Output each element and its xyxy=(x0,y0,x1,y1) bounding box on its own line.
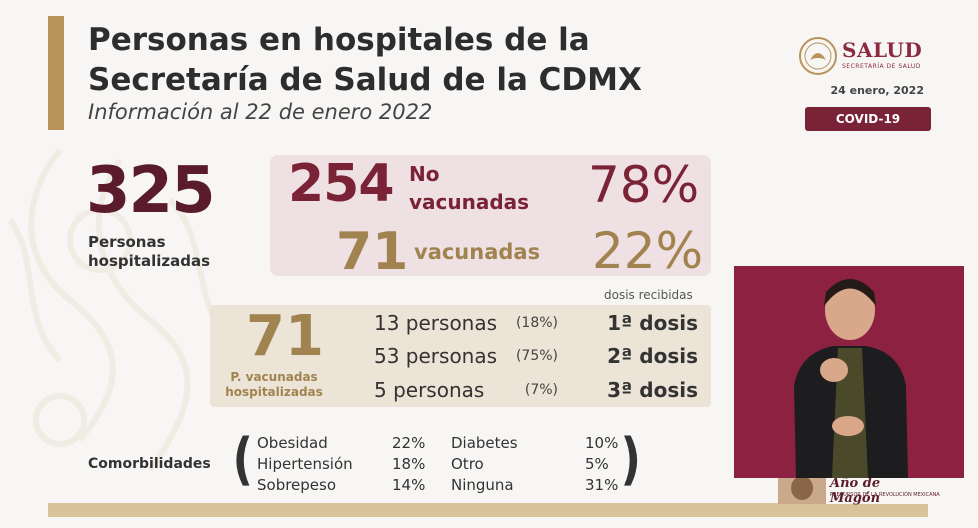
unvaccinated-label-line1: No xyxy=(409,162,440,186)
vaccinated-hospitalized-label: P. vacunadas hospitalizadas xyxy=(214,370,334,400)
vaccinated-hospitalized-label-line1: P. vacunadas xyxy=(230,370,318,384)
comorbidity-name: Otro xyxy=(451,455,484,473)
covid-badge: COVID-19 xyxy=(805,107,931,131)
title-line-1: Personas en hospitales de la xyxy=(88,22,590,58)
comorbidity-name: Diabetes xyxy=(451,434,518,452)
hospitalized-label: Personas hospitalizadas xyxy=(88,233,211,270)
comorbidity-percent: 10% xyxy=(585,434,619,452)
page-title: Personas en hospitales de la Secretaría … xyxy=(88,20,708,100)
magon-text: Año de Magón xyxy=(830,476,881,506)
comorbidity-name: Sobrepeso xyxy=(257,476,337,494)
dose-percent: (18%) xyxy=(515,315,558,331)
report-date: 24 enero, 2022 xyxy=(830,84,925,97)
comorbidity-percent: 22% xyxy=(392,434,426,452)
title-accent-bar xyxy=(48,16,64,130)
salud-logo: SALUD SECRETARÍA DE SALUD xyxy=(798,36,930,76)
dose-label: 2ª dosis xyxy=(607,344,698,368)
doses-panel xyxy=(210,305,711,407)
bottom-band xyxy=(48,503,928,517)
title-line-2: Secretaría de Salud de la CDMX xyxy=(88,62,642,98)
eagle-emblem-icon xyxy=(799,37,837,75)
interpreter-figure-icon xyxy=(794,279,908,478)
dose-persons: 13 personas xyxy=(374,311,498,335)
dose-row-3: 5 personas (7%) 3ª dosis xyxy=(374,374,704,406)
dose-label: 3ª dosis xyxy=(607,378,698,402)
comorbidities-title: Comorbilidades xyxy=(88,456,211,472)
vaccination-panel xyxy=(270,155,711,276)
dose-percent: (75%) xyxy=(515,348,558,364)
unvaccinated-label-line2: vacunadas xyxy=(409,190,530,214)
page-subtitle: Información al 22 de enero 2022 xyxy=(88,100,433,124)
unvaccinated-label: No vacunadas xyxy=(409,160,529,216)
dose-row-2: 53 personas (75%) 2ª dosis xyxy=(374,340,704,372)
left-bracket: ( xyxy=(232,427,254,492)
comorbidity-percent: 31% xyxy=(585,476,619,494)
unvaccinated-count: 254 xyxy=(288,154,395,214)
dose-persons: 53 personas xyxy=(374,344,498,368)
vaccinated-percent: 22% xyxy=(592,222,704,280)
comorbidity-name: Hipertensión xyxy=(257,455,353,473)
dose-persons: 5 personas xyxy=(374,378,485,402)
comorbidity-name: Obesidad xyxy=(257,434,328,452)
logo-tagline: SECRETARÍA DE SALUD xyxy=(842,63,921,70)
doses-caption: dosis recibidas xyxy=(604,288,693,302)
logo-title: SALUD xyxy=(842,38,923,62)
vaccinated-count: 71 xyxy=(336,222,409,282)
comorbidity-percent: 5% xyxy=(585,455,609,473)
dose-label: 1ª dosis xyxy=(607,311,698,335)
watermark-pattern xyxy=(7,148,233,472)
right-bracket: ) xyxy=(620,427,642,492)
anio-de-magon-logo: Año de Magón PRECURSOR DE LA REVOLUCIÓN … xyxy=(778,474,940,506)
dose-percent: (7%) xyxy=(524,382,558,398)
hospitalized-total: 325 xyxy=(86,154,216,228)
comorbidity-percent: 18% xyxy=(392,455,426,473)
dose-row-1: 13 personas (18%) 1ª dosis xyxy=(374,307,704,339)
comorbidity-name: Ninguna xyxy=(451,476,514,494)
unvaccinated-percent: 78% xyxy=(588,156,700,214)
vaccinated-hospitalized-label-line2: hospitalizadas xyxy=(225,385,323,399)
sign-language-interpreter xyxy=(734,266,964,478)
vaccinated-label: vacunadas xyxy=(414,240,541,264)
magon-subtext: PRECURSOR DE LA REVOLUCIÓN MEXICANA xyxy=(830,492,940,498)
comorbidity-percent: 14% xyxy=(392,476,426,494)
magon-portrait-icon xyxy=(778,474,826,504)
vaccinated-hospitalized-total: 71 xyxy=(246,304,324,369)
